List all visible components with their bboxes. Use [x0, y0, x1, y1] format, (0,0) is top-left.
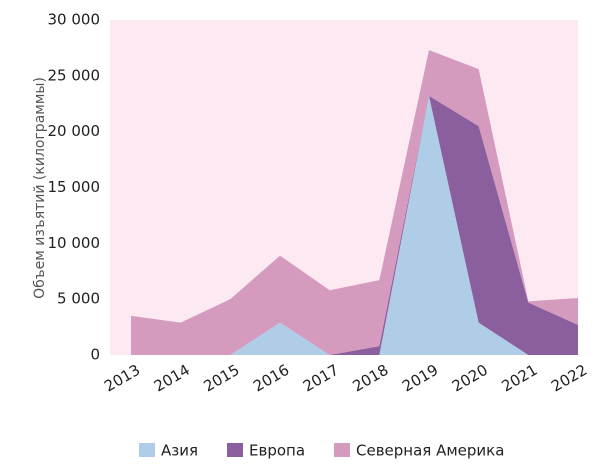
legend-label: Азия	[161, 442, 198, 460]
x-tick-label: 2016	[250, 361, 292, 396]
y-tick-label: 30 000	[48, 11, 101, 29]
y-tick-label: 10 000	[48, 234, 101, 252]
legend-swatch	[334, 443, 350, 457]
y-tick-label: 25 000	[48, 66, 101, 84]
x-tick-label: 2014	[151, 361, 193, 396]
x-tick-label: 2020	[449, 361, 491, 396]
x-tick-label: 2021	[499, 361, 541, 396]
area	[131, 95, 578, 355]
y-tick-label: 20 000	[48, 122, 101, 140]
area	[131, 50, 578, 356]
x-tick-label: 2022	[548, 361, 590, 396]
y-axis-label: Объем изъятий (килограммы)	[32, 77, 48, 299]
legend-label: Европа	[249, 442, 305, 460]
y-tick-label: 15 000	[48, 178, 101, 196]
y-tick-label: 5 000	[57, 290, 100, 308]
x-tick-label: 2019	[399, 361, 441, 396]
legend-swatch	[227, 443, 243, 457]
x-tick-label: 2013	[101, 361, 143, 396]
x-tick-label: 2018	[350, 361, 392, 396]
legend-label: Северная Америка	[356, 442, 504, 460]
area	[131, 95, 578, 355]
legend-swatch	[139, 443, 155, 457]
y-tick-label: 0	[90, 346, 100, 364]
x-tick-label: 2017	[300, 361, 342, 396]
x-tick-label: 2015	[201, 361, 243, 396]
